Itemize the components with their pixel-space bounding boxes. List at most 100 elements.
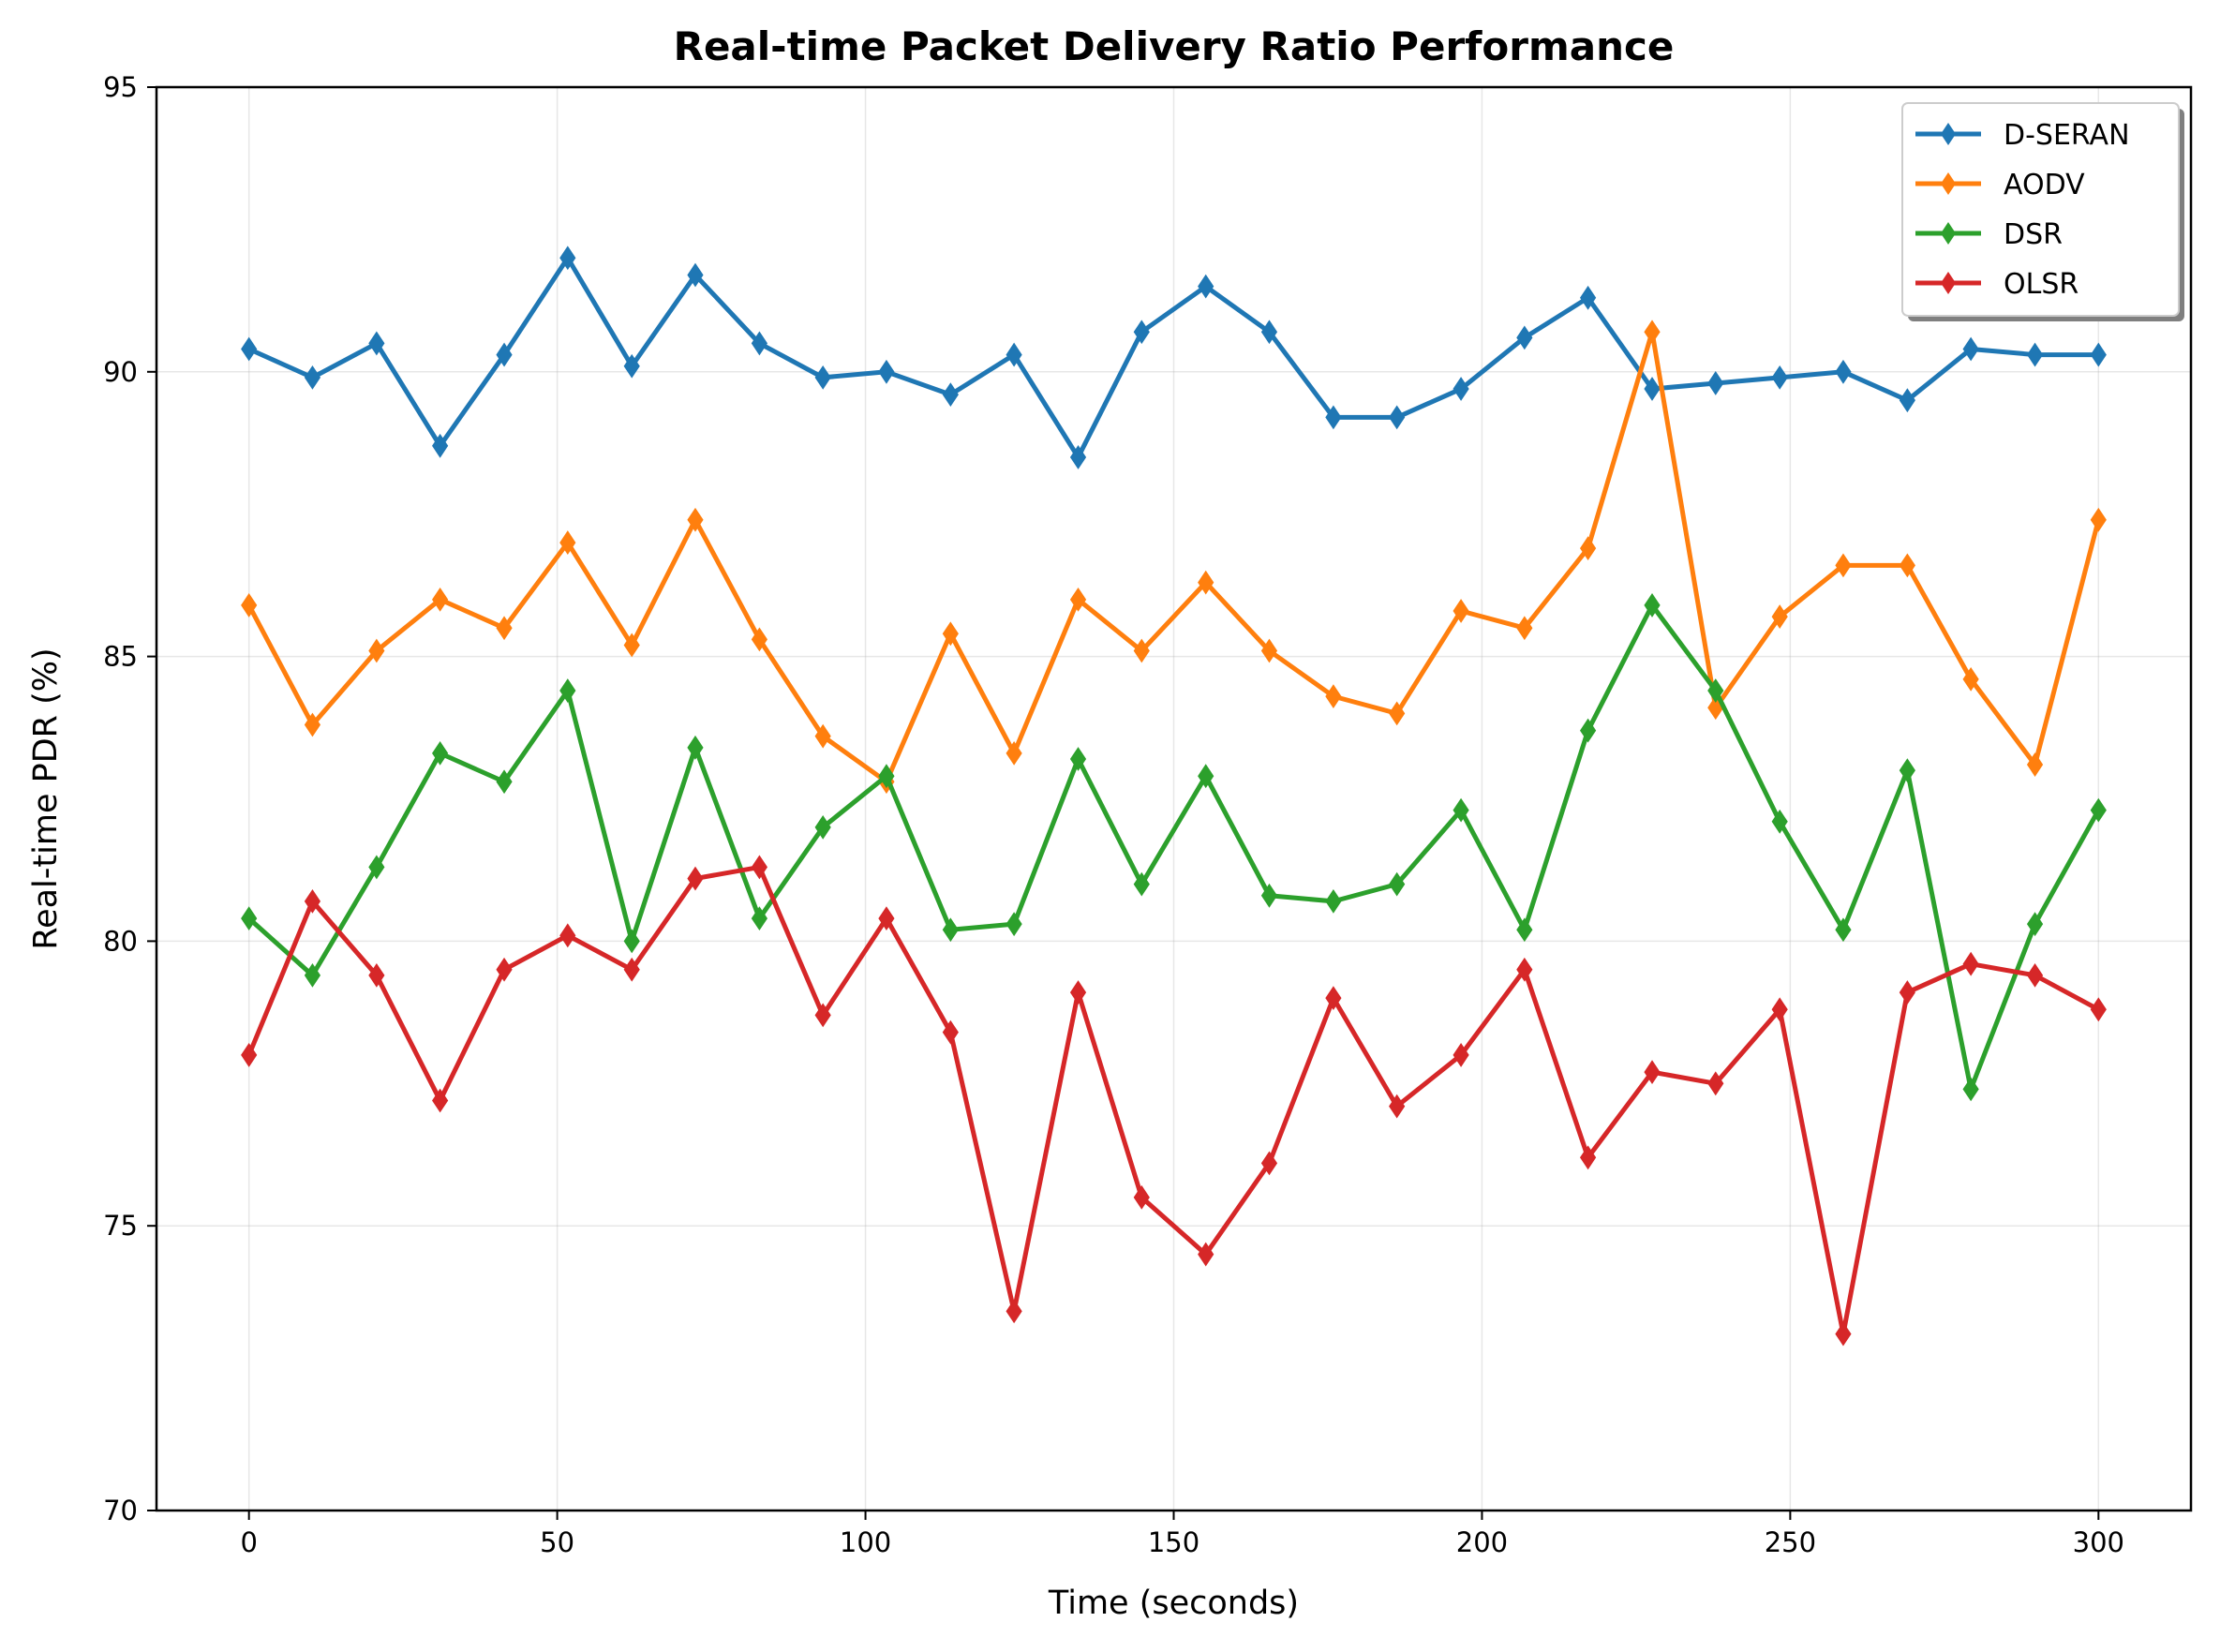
series-olsr	[241, 855, 2107, 1347]
data-point-aodv	[368, 638, 385, 663]
data-point-d-seran	[1516, 325, 1533, 350]
data-point-olsr	[814, 1003, 831, 1028]
legend-item-dsr: DSR	[1915, 218, 2063, 251]
data-point-olsr	[1069, 980, 1087, 1005]
data-point-d-seran	[1260, 320, 1278, 345]
data-point-dsr	[1069, 747, 1087, 771]
data-point-aodv	[1006, 740, 1022, 766]
data-point-dsr	[368, 855, 385, 880]
data-point-dsr	[1962, 1077, 1979, 1102]
data-point-dsr	[1198, 764, 1214, 789]
data-point-aodv	[814, 723, 831, 749]
legend-label-aodv: AODV	[2004, 169, 2085, 201]
data-point-d-seran	[304, 365, 321, 390]
data-point-d-seran	[496, 342, 513, 367]
legend-item-aodv: AODV	[1915, 169, 2085, 201]
data-point-dsr	[1133, 871, 1150, 897]
data-point-olsr	[1579, 1145, 1597, 1170]
x-tick-label: 150	[1148, 1526, 1199, 1558]
data-point-olsr	[1899, 980, 1915, 1005]
data-point-dsr	[942, 917, 959, 943]
data-point-d-seran	[814, 365, 831, 390]
legend-item-d-seran: D-SERAN	[1915, 119, 2130, 152]
data-point-dsr	[1325, 888, 1342, 914]
data-point-d-seran	[1389, 405, 1406, 430]
data-point-d-seran	[942, 382, 959, 408]
legend-marker-d-seran	[1941, 123, 1956, 145]
x-tick-label: 0	[240, 1526, 257, 1558]
series-line-aodv	[246, 329, 2101, 784]
legend-marker-olsr	[1941, 272, 1956, 294]
data-point-dsr	[1707, 678, 1724, 703]
x-tick-label: 250	[1765, 1526, 1816, 1558]
data-point-olsr	[496, 957, 513, 982]
data-point-olsr	[1453, 1043, 1469, 1067]
data-point-olsr	[1133, 1184, 1150, 1210]
data-point-d-seran	[751, 331, 768, 356]
legend-label-dsr: DSR	[2004, 218, 2063, 251]
data-point-dsr	[432, 740, 449, 766]
data-point-d-seran	[1835, 359, 1852, 384]
x-axis-label: Time (seconds)	[1048, 1585, 1299, 1622]
data-point-d-seran	[1453, 377, 1469, 401]
data-point-dsr	[1899, 758, 1915, 783]
series-dsr	[241, 593, 2107, 1102]
data-point-d-seran	[1006, 342, 1022, 367]
data-point-d-seran	[1069, 445, 1087, 469]
data-point-olsr	[2090, 997, 2107, 1022]
data-point-d-seran	[1133, 320, 1150, 345]
data-point-dsr	[1260, 883, 1278, 908]
data-point-dsr	[878, 764, 895, 789]
data-point-d-seran	[1579, 285, 1597, 310]
data-point-olsr	[687, 866, 704, 891]
data-point-dsr	[2090, 797, 2107, 823]
data-point-aodv	[2090, 507, 2107, 532]
data-point-d-seran	[878, 359, 895, 384]
data-point-olsr	[1325, 986, 1342, 1011]
data-point-dsr	[1835, 917, 1852, 943]
data-point-dsr	[2026, 912, 2044, 937]
data-point-dsr	[814, 814, 831, 840]
data-point-olsr	[1835, 1321, 1852, 1347]
data-point-aodv	[687, 507, 704, 532]
data-point-d-seran	[432, 433, 449, 458]
data-point-olsr	[304, 888, 321, 914]
data-point-dsr	[496, 769, 513, 795]
data-point-aodv	[1771, 604, 1788, 629]
data-point-olsr	[878, 906, 895, 930]
y-axis-label: Real-time PDR (%)	[27, 647, 65, 949]
y-tick-label: 75	[103, 1210, 138, 1242]
data-point-aodv	[1962, 667, 1979, 692]
data-point-aodv	[1835, 553, 1852, 578]
data-point-dsr	[241, 906, 258, 930]
data-point-olsr	[751, 855, 768, 880]
data-point-dsr	[1771, 809, 1788, 834]
data-point-dsr	[623, 929, 640, 954]
data-point-d-seran	[559, 246, 576, 271]
data-point-aodv	[751, 627, 768, 652]
x-tick-label: 300	[2073, 1526, 2124, 1558]
data-point-d-seran	[1198, 274, 1214, 299]
data-point-aodv	[1899, 553, 1915, 578]
series-d-seran	[241, 246, 2107, 469]
data-point-olsr	[1707, 1071, 1724, 1096]
data-point-dsr	[1516, 917, 1533, 943]
legend-marker-aodv	[1941, 172, 1956, 195]
legend-label-d-seran: D-SERAN	[2004, 119, 2130, 152]
y-tick-label: 85	[103, 641, 138, 673]
data-point-d-seran	[2026, 342, 2044, 367]
data-point-olsr	[1516, 957, 1533, 982]
data-point-dsr	[559, 678, 576, 703]
chart-title: Real-time Packet Delivery Ratio Performa…	[674, 23, 1675, 69]
data-point-dsr	[1579, 718, 1597, 743]
data-point-aodv	[1260, 638, 1278, 663]
data-point-d-seran	[368, 331, 385, 356]
data-point-olsr	[942, 1019, 959, 1045]
data-point-aodv	[559, 530, 576, 555]
data-point-olsr	[1260, 1151, 1278, 1176]
data-point-dsr	[1389, 871, 1406, 897]
legend-label-olsr: OLSR	[2004, 268, 2078, 301]
data-point-olsr	[1198, 1242, 1214, 1267]
